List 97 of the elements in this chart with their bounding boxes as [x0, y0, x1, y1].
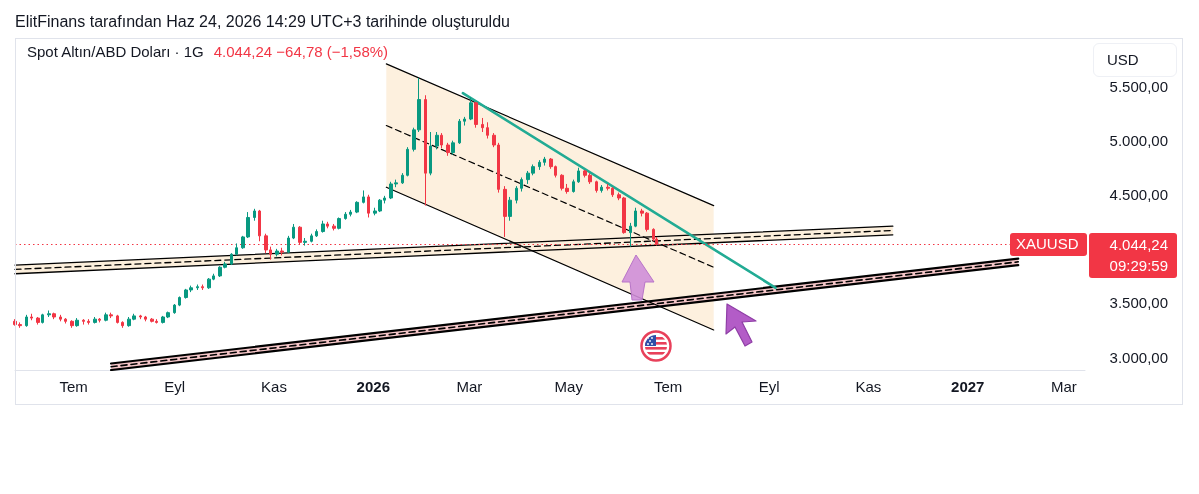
- candlestick: [629, 222, 632, 248]
- candlestick: [310, 233, 313, 243]
- candlestick: [577, 167, 580, 184]
- candlestick: [52, 312, 56, 320]
- candlestick: [235, 242, 238, 256]
- candlestick: [424, 94, 427, 207]
- candlestick: [486, 121, 489, 140]
- candlestick: [82, 318, 85, 326]
- candlestick: [435, 131, 439, 150]
- candlestick: [41, 313, 44, 324]
- y-tick-label: 4.500,00: [1109, 186, 1168, 204]
- y-tick-label: 3.500,00: [1109, 294, 1168, 312]
- candlestick: [64, 317, 67, 324]
- candlestick: [303, 237, 307, 247]
- candlestick: [280, 247, 284, 256]
- candlestick: [481, 117, 484, 133]
- candlestick: [503, 185, 507, 238]
- candlestick: [474, 101, 478, 129]
- candlestick: [253, 208, 256, 222]
- x-tick-label: 2027: [951, 378, 985, 395]
- candlestick: [275, 248, 279, 257]
- candlestick: [36, 316, 40, 326]
- candlestick: [463, 116, 466, 127]
- text: 4.044,24: [1108, 235, 1168, 256]
- candlestick: [349, 209, 352, 217]
- y-tick-label: 3.000,00: [1109, 348, 1168, 366]
- candlestick: [429, 131, 432, 176]
- candlestick: [515, 185, 518, 204]
- candlestick: [572, 179, 575, 194]
- x-tick-label: 2026: [356, 378, 390, 395]
- candlestick: [458, 118, 461, 145]
- x-tick-label: Mar: [456, 378, 483, 395]
- candlestick: [520, 176, 523, 193]
- candlestick: [139, 314, 142, 320]
- candlestick: [98, 317, 101, 323]
- candlestick: [367, 194, 370, 218]
- annotation: 4.044,24 −64,78 (−1,58%): [213, 43, 389, 60]
- candlestick: [451, 140, 455, 156]
- candlestick: [355, 200, 359, 214]
- candlestick: [178, 295, 181, 307]
- x-tick-label: Kas: [261, 378, 287, 395]
- candlestick: [75, 317, 79, 328]
- candlestick: [104, 312, 108, 322]
- candlestick: [508, 196, 512, 222]
- candlestick: [543, 156, 546, 167]
- candlestick: [652, 227, 655, 242]
- candlestick: [298, 225, 302, 246]
- candlestick: [207, 277, 211, 290]
- candlestick: [287, 235, 290, 254]
- candlestick: [321, 220, 325, 234]
- candlestick: [401, 172, 404, 185]
- text: 09:29:59: [1108, 256, 1168, 277]
- candlestick: [326, 221, 329, 229]
- candlestick: [173, 303, 176, 315]
- candlestick: [25, 314, 28, 328]
- candlestick: [634, 207, 637, 228]
- candlestick: [87, 318, 90, 326]
- candlestick: [362, 189, 365, 204]
- candlestick: [144, 315, 147, 322]
- candlestick: [440, 132, 443, 149]
- x-tick-label: Kas: [855, 378, 882, 395]
- candlestick: [446, 142, 450, 157]
- chart-title: ElitFinans tarafından Haz 24, 2026 14:29 UTC+3 tarihinde oluşturuldu: [15, 12, 510, 32]
- candlestick: [337, 216, 341, 230]
- candlestick: [196, 284, 199, 291]
- candlestick: [595, 180, 598, 194]
- candlestick: [600, 184, 603, 194]
- x-tick-label: Eyl: [758, 378, 780, 395]
- candlestick: [109, 312, 113, 319]
- candlestick: [116, 314, 119, 324]
- candlestick: [469, 96, 473, 121]
- x-tick-label: Tem: [59, 378, 88, 395]
- chart-subtitle: Spot Altın/ABD Doları · 1G: [27, 43, 204, 60]
- candlestick: [230, 252, 233, 266]
- candlestick: [150, 317, 154, 323]
- x-tick-label: Mar: [1050, 378, 1077, 395]
- candlestick: [332, 223, 336, 231]
- text: USD: [1093, 43, 1177, 77]
- candlestick: [59, 314, 62, 322]
- candlestick: [292, 223, 295, 240]
- ref-line-label: XAUUSD: [1010, 233, 1087, 257]
- candlestick: [344, 211, 347, 221]
- candlestick: [47, 310, 51, 318]
- candlestick: [258, 209, 261, 242]
- candlestick: [93, 316, 97, 324]
- x-tick-label: May: [554, 378, 584, 395]
- candlestick: [406, 146, 409, 177]
- x-tick-label: Tem: [653, 378, 683, 395]
- candlestick: [70, 319, 74, 329]
- y-tick-label: 5.000,00: [1109, 132, 1168, 150]
- y-tick-label: 5.500,00: [1109, 78, 1168, 96]
- candlestick: [30, 313, 33, 321]
- candlestick: [538, 159, 541, 171]
- x-tick-label: Eyl: [164, 378, 186, 395]
- candlestick: [121, 320, 124, 329]
- candlestick: [201, 284, 204, 291]
- candlestick: [315, 228, 318, 238]
